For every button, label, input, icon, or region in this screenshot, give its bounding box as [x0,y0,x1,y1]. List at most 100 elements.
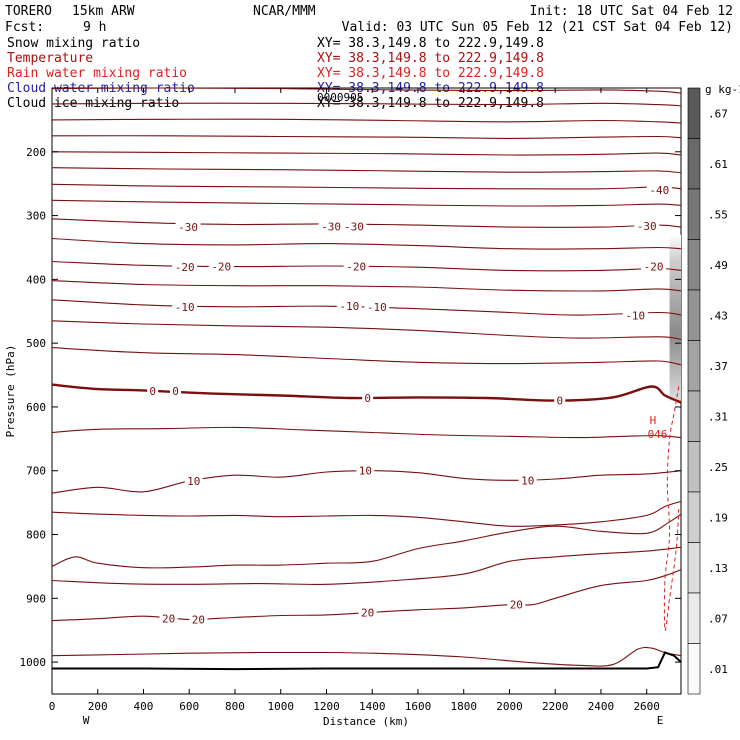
x-tick-label: 2600 [633,700,660,713]
colorbar-cell [687,592,701,644]
field-name: Rain water mixing ratio [7,66,187,81]
resolution-label: 15km ARW [72,4,135,19]
west-label: W [83,714,90,727]
temperature-contour [51,347,682,366]
temperature-contour [51,118,682,124]
field-name: Snow mixing ratio [7,36,140,51]
contour-label: 20 [162,613,175,626]
rain-max-label: H [650,414,657,427]
x-tick-label: 1200 [313,700,340,713]
temperature-contour [51,237,682,250]
contour-label-bg [170,385,182,397]
y-tick-label: 1000 [20,656,47,669]
colorbar-label: .19 [708,511,728,524]
temperature-contour [51,280,682,292]
colorbar-cell [687,643,701,695]
contour-label: 0 [364,392,371,405]
x-tick-label: 600 [179,700,199,713]
contour-label: 0 [172,385,179,398]
x-axis: 0 200 400 600 800 1000 1200 1400 1600 1800 2000 220… [49,88,660,713]
contour-label-bg [336,300,362,313]
temperature-contour [51,87,682,94]
init-time: Init: 18 UTC Sat 04 Feb 12 [530,4,734,19]
terrain-line [52,651,682,671]
contour-label-bg [362,392,374,405]
y-tick-label: 300 [26,210,46,223]
colorbar-label: .49 [708,259,728,272]
contour-label: -10 [625,310,645,323]
temperature-contour [51,183,682,190]
colorbar-label: .13 [708,562,728,575]
field-xy: XY= 38.3,149.8 to 222.9,149.8 [317,51,544,66]
contour-label-bg [172,261,198,274]
x-tick-label: 2400 [588,700,615,713]
colorbar-cell [687,390,701,442]
forecast-label: Fcst: [5,20,44,35]
contour-label-bg [184,474,203,487]
contour-label: -20 [644,261,664,274]
temperature-contour [51,426,682,439]
contour-label-bg [172,300,198,313]
contour-label: 10 [359,465,372,478]
terrain-line-path [52,651,682,671]
model-name: TORERO [5,4,52,19]
overlap-note: 0000905 [317,91,363,104]
rain-contour-line [663,386,680,631]
contour-label-bg [641,260,667,273]
contour-label: 20 [192,613,205,626]
colorbar-cell [687,87,701,139]
y-tick-label: 600 [26,401,46,414]
y-axis-label: Pressure (hPa) [4,345,17,438]
temperature-contour [51,546,682,585]
valid-time: Valid: 03 UTC Sun 05 Feb 12 (21 CST Sat … [342,20,733,35]
temperature-contour [51,383,682,404]
contour-label-bg [356,464,375,477]
y-tick-label: 500 [26,337,46,350]
temperature-contour [51,135,682,139]
x-tick-label: 0 [49,700,56,713]
contour-label-bg [341,220,367,233]
forecast-hour: 9 h [83,20,106,35]
contour-label-bg [364,300,390,313]
contour-label-bg [646,184,672,197]
colorbar-label: .67 [708,107,728,120]
colorbar-label: .61 [708,158,728,171]
contour-label-bg [507,598,526,611]
contour-label: -40 [649,184,669,197]
center-label: NCAR/MMM [253,4,316,19]
colorbar-cell [687,289,701,341]
contour-label: -20 [175,261,195,274]
colorbar-label: .37 [708,360,728,373]
temperature-contour [51,151,682,156]
x-tick-label: 2200 [542,700,569,713]
contour-label: -30 [178,221,198,234]
x-tick-label: 1800 [450,700,477,713]
x-tick-label: 200 [88,700,108,713]
colorbar-cell [687,542,701,594]
y-tick-label: 400 [26,273,46,286]
colorbar-label: .01 [708,663,728,676]
colorbar-label: .31 [708,410,728,423]
field-name: Temperature [7,51,93,66]
field-xy: XY= 38.3,149.8 to 222.9,149.8 [317,36,544,51]
rain-max-value: 046 [648,428,668,441]
temperature-contour [51,513,682,569]
colorbar-label: .55 [708,208,728,221]
temperature-contour [51,167,682,174]
contour-label: -20 [211,261,231,274]
y-tick-label: 200 [26,146,46,159]
colorbar-label: .43 [708,309,728,322]
contour-label: -30 [321,220,341,233]
temperature-contour [51,218,682,228]
colorbar: .67 .61 .55 .49 .43 .37 .31 .25 .19 .13 .07 .01 [687,87,728,695]
colorbar-cell [687,188,701,240]
contour-label: 0 [556,395,563,408]
contour-label-bg [189,613,208,626]
contour-label-bg [634,219,660,232]
colorbar-cell [687,491,701,543]
field-xy: XY= 38.3,149.8 to 222.9,149.8 [317,66,544,81]
y-tick-label: 800 [26,529,46,542]
